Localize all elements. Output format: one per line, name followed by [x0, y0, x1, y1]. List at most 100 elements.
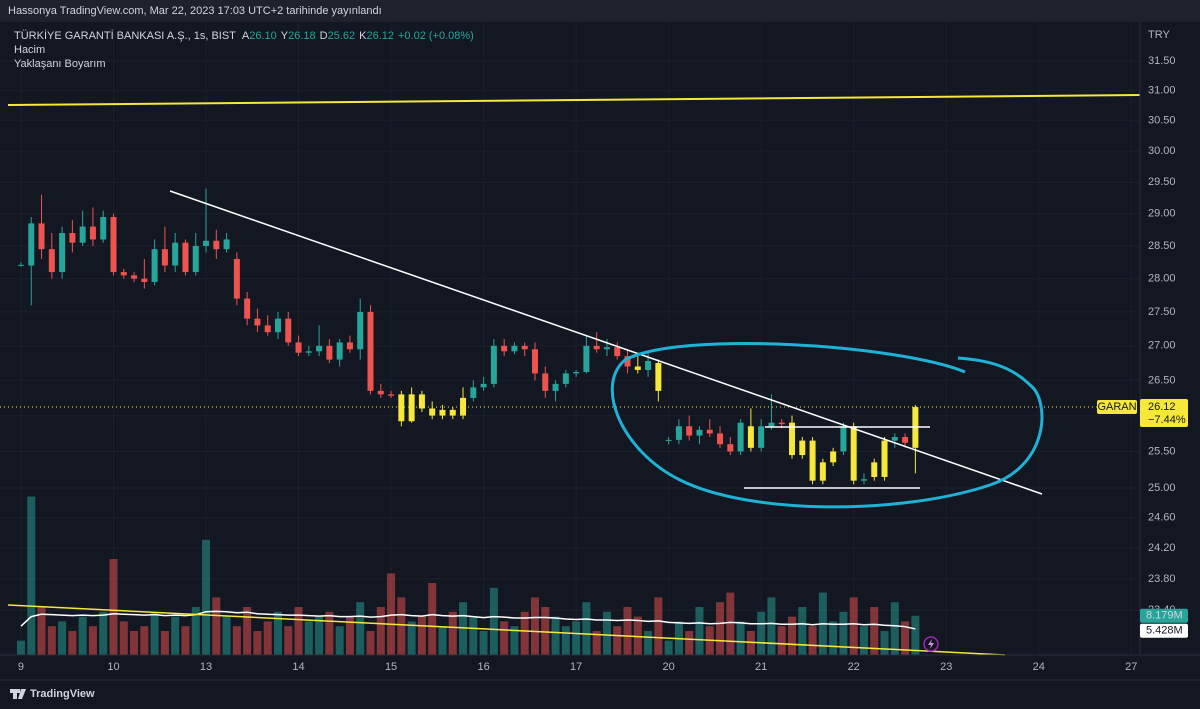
candle-body: [38, 223, 45, 250]
volume-bar: [212, 597, 221, 655]
candle-body: [131, 275, 138, 279]
volume-bar: [736, 621, 745, 655]
alert-icon[interactable]: [923, 636, 939, 652]
y-tick-label: 27.00: [1148, 340, 1176, 352]
volume-bar: [37, 607, 46, 655]
volume-bar: [202, 539, 211, 655]
logo: [10, 689, 26, 699]
price-tag-change: −7.44%: [1148, 414, 1186, 426]
candle-body: [100, 216, 107, 240]
volume-bar: [284, 626, 293, 655]
volume-bar: [356, 602, 365, 655]
y-tick-label: 29.50: [1148, 176, 1176, 188]
volume-bar: [387, 573, 396, 655]
volume-bar: [335, 626, 344, 655]
volume-bar: [325, 611, 334, 655]
candle-body: [429, 408, 436, 416]
candle-body: [562, 373, 569, 384]
volume-bar: [561, 626, 570, 655]
volume-bar: [150, 611, 159, 655]
ohlc-value: 25.62: [328, 30, 356, 42]
x-tick-label: 23: [940, 661, 952, 673]
ohlc-label: K: [359, 30, 367, 42]
candle-body: [460, 397, 467, 416]
volume-bar: [345, 616, 354, 655]
volume-bar: [530, 597, 539, 655]
candle-body: [233, 258, 240, 299]
volume-bar: [582, 602, 591, 655]
y-tick-label: 29.00: [1148, 208, 1176, 220]
volume-bar: [788, 616, 797, 655]
candle-body: [305, 351, 312, 353]
volume-bar: [541, 607, 550, 655]
candle-body: [89, 226, 96, 240]
candle-body: [161, 249, 168, 266]
candle-body: [871, 462, 878, 477]
volume-bar: [78, 616, 87, 655]
volume-bar: [315, 616, 324, 655]
volume-bar: [859, 626, 868, 655]
volume-bar: [417, 616, 426, 655]
candle-body: [593, 345, 600, 350]
candle-body: [244, 298, 251, 319]
symbol-name: TÜRKİYE GARANTİ BANKASI A.Ş., 1s, BIST: [14, 29, 236, 42]
candle-body: [295, 342, 302, 353]
volume-bar: [459, 602, 468, 655]
y-tick-label: 28.00: [1148, 273, 1176, 285]
drawn-line: [7, 94, 1141, 106]
candle-body: [840, 426, 847, 452]
volume-bar: [294, 607, 303, 655]
volume-bar: [160, 631, 169, 655]
y-tick-label: 31.50: [1148, 55, 1176, 67]
x-tick-label: 9: [18, 661, 24, 673]
candle-body: [326, 345, 333, 360]
volume-bar: [870, 607, 879, 655]
y-tick-label: 25.50: [1148, 445, 1176, 457]
volume-bar: [243, 607, 252, 655]
trend-line: [169, 190, 1043, 495]
volume-bar: [119, 621, 128, 655]
ticker-tag: [1097, 400, 1137, 415]
ohlc-label: Y: [281, 30, 289, 42]
y-tick-label: 30.50: [1148, 115, 1176, 127]
candle-body: [665, 439, 672, 441]
volume-bar: [27, 496, 36, 655]
candle-body: [768, 422, 775, 427]
candle-body: [737, 422, 744, 452]
candle-body: [264, 325, 271, 333]
ticker-tag-label: GARAN: [1097, 401, 1136, 413]
axes: 31.50 31.00 30.50 30.00 29.50 29.00 28.50 28.00…: [18, 55, 1176, 673]
volume-bar: [469, 616, 478, 655]
candle-body: [799, 440, 806, 456]
volume-bar: [500, 621, 509, 655]
candle-body: [902, 437, 909, 443]
candle-body: [151, 249, 158, 282]
candle-body: [377, 390, 384, 395]
indicator: Hacim: [14, 44, 45, 56]
candle-body: [490, 345, 497, 384]
ohlc-value: 26.18: [288, 30, 316, 42]
price-tag-value: 26.12: [1148, 401, 1176, 413]
volume-bar: [520, 611, 529, 655]
grid: [0, 22, 1140, 655]
x-tick-label: 21: [755, 661, 767, 673]
candle-body: [727, 444, 734, 452]
candle-body: [881, 440, 888, 477]
candle-body: [69, 233, 76, 243]
x-tick-label: 15: [385, 661, 397, 673]
candle-body: [439, 409, 446, 416]
candle-body: [346, 342, 353, 350]
brand: TradingView: [30, 688, 95, 700]
candle-body: [634, 366, 641, 370]
volume-pane: [16, 496, 920, 655]
volume-bar: [757, 611, 766, 655]
volume-bar: [633, 616, 642, 655]
ohlc-legend: A26.10 Y26.18 D25.62 K26.12 +0.02 (+0.08%): [242, 30, 474, 42]
x-tick-label: 22: [848, 661, 860, 673]
volume-bar: [448, 611, 457, 655]
volume-bar: [901, 621, 910, 655]
candle-body: [48, 249, 55, 273]
symbol: TÜRKİYE GARANTİ BANKASI A.Ş., 1s, BIST: [14, 29, 236, 42]
candle-body: [59, 233, 66, 273]
